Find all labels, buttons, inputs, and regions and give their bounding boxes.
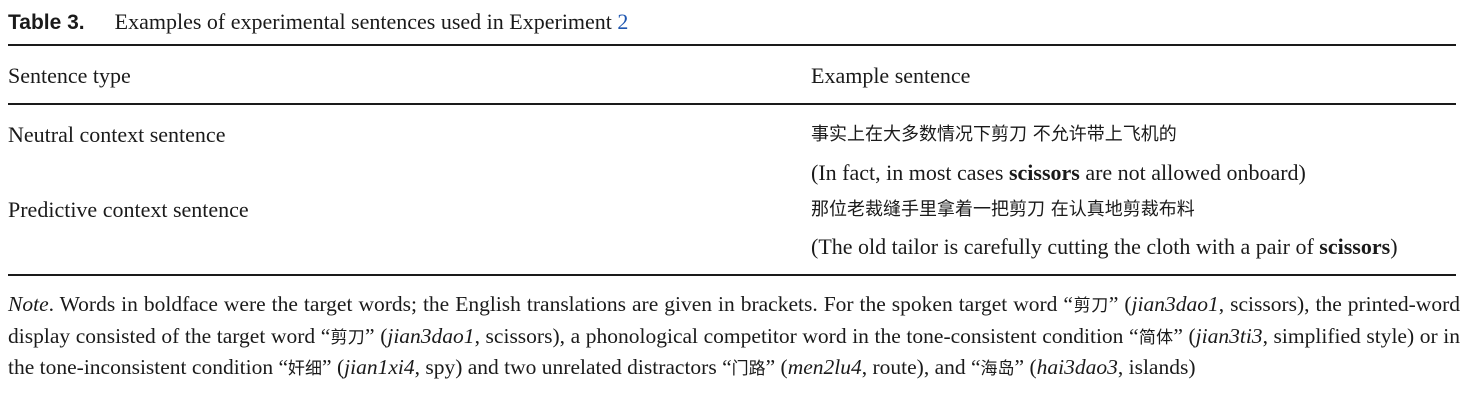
note-pinyin: jian1xi4: [344, 355, 415, 379]
english-text: ): [1390, 234, 1398, 259]
row-chinese-predictive: 那位老裁缝手里拿着一把剪刀 在认真地剪裁布料: [811, 199, 1195, 220]
column-header-sentence-type: Sentence type: [8, 63, 131, 88]
note-chinese-word: 剪刀: [1072, 296, 1109, 316]
note-chinese-word: 简体: [1138, 327, 1174, 348]
note-label: Note: [8, 292, 49, 316]
target-word: scissors: [1008, 160, 1080, 185]
row-type-predictive: Predictive context sentence: [8, 197, 249, 222]
note-pinyin: jian3dao1: [387, 323, 475, 348]
note-text: , islands): [1117, 355, 1196, 379]
note-text: ” (: [1014, 355, 1037, 379]
row-english-predictive: (The old tailor is carefully cutting the…: [811, 233, 1398, 261]
note-chinese-word: 海岛: [980, 359, 1015, 379]
note-text: , scissors), the printed-word display co…: [8, 292, 1460, 348]
row-english-neutral: (In fact, in most cases scissors are not…: [811, 159, 1306, 187]
column-header-example-sentence: Example sentence: [811, 63, 971, 88]
bottom-rule: [8, 274, 1456, 276]
note-pinyin: hai3dao3: [1036, 355, 1118, 379]
experiment-link[interactable]: 2: [617, 9, 629, 34]
note-text: . Words in boldface were the target word…: [48, 292, 1073, 316]
note-chinese-word: 门路: [731, 359, 766, 379]
table-note: Note. Words in boldface were the target …: [8, 290, 1460, 385]
note-text: ” (: [1108, 292, 1132, 316]
table-caption-text: Examples of experimental sentences used …: [114, 9, 618, 34]
row-type-neutral: Neutral context sentence: [8, 122, 226, 147]
table-label: Table 3.: [8, 11, 85, 34]
note-pinyin: men2lu4: [787, 355, 862, 379]
note-text: ” (: [765, 355, 788, 379]
note-text: , spy) and two unrelated distractors “: [414, 355, 732, 379]
note-text: ” (: [365, 323, 388, 348]
note-text: ” (: [322, 355, 345, 379]
note-text: ” (: [1173, 323, 1196, 348]
table-caption: Table 3. Examples of experimental sentenc…: [8, 8, 628, 37]
top-rule: [8, 44, 1456, 46]
english-text: (In fact, in most cases: [811, 160, 1009, 185]
row-chinese-neutral: 事实上在大多数情况下剪刀 不允许带上飞机的: [811, 124, 1177, 145]
note-text: , simplified style) or in the tone-incon…: [8, 323, 1460, 380]
note-pinyin: jian3ti3: [1195, 323, 1263, 348]
note-text: , scissors), a phonological competitor w…: [474, 323, 1139, 348]
note-pinyin: jian3dao1: [1131, 292, 1219, 316]
header-rule: [8, 103, 1456, 105]
english-text: (The old tailor is carefully cutting the…: [811, 234, 1320, 259]
note-chinese-word: 奸细: [288, 359, 323, 379]
english-text: are not allowed onboard): [1079, 160, 1306, 185]
target-word: scissors: [1319, 234, 1391, 259]
note-chinese-word: 剪刀: [330, 327, 366, 348]
note-text: , route), and “: [861, 355, 981, 379]
